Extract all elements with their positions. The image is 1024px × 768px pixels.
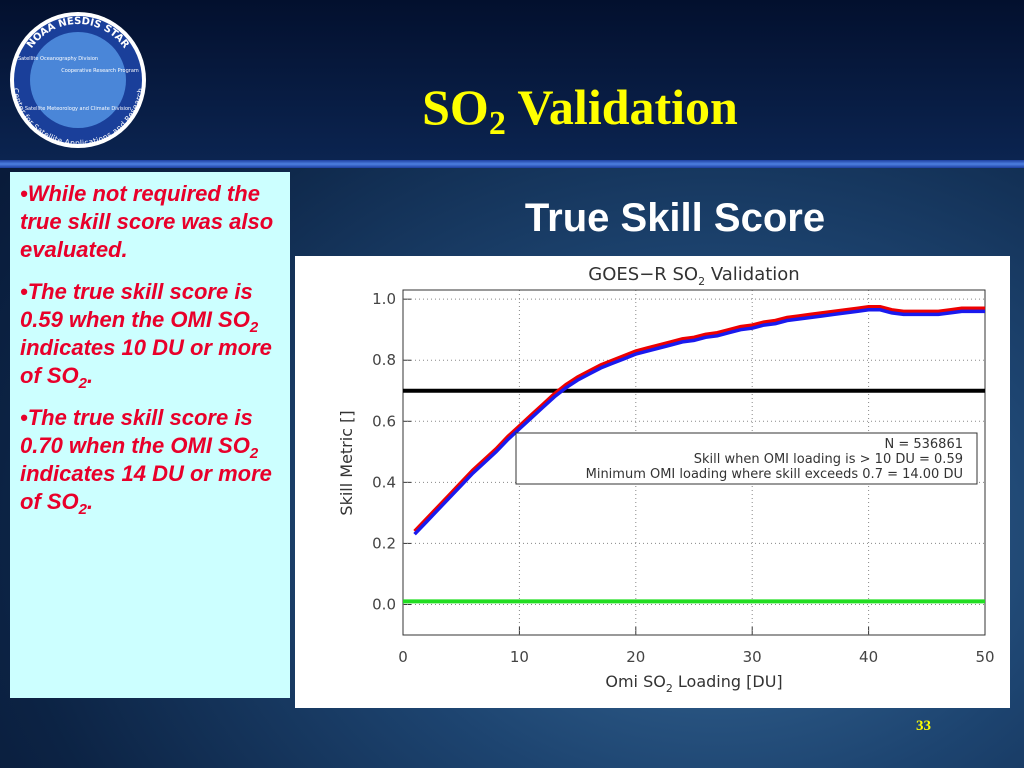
logo-inner: Satellite Oceanography Division [18,56,98,62]
plot-frame [402,289,986,636]
bullet-text: indicates 10 DU or more of SO [20,335,272,388]
x-tick-label: 10 [510,648,529,666]
x-tick-label: 40 [859,648,878,666]
logo-inner: Cooperative Research Program [61,68,139,74]
bullet: •While not required the true skill score… [20,181,274,262]
subscript: 2 [249,445,259,462]
x-tick-label: 20 [626,648,645,666]
annotation: Minimum OMI loading where skill exceeds … [586,467,963,482]
x-axis-label-part: Omi SO [605,672,665,691]
chart-title-part: Validation [705,264,800,285]
annotation: N = 536861 [884,437,963,452]
slide-title: SO2 Validation [300,78,860,143]
x-axis-label: Omi SO2 Loading [DU] [605,672,782,695]
title-text: Validation [505,79,738,135]
logo-inner: Satellite Meteorology and Climate Divisi… [25,106,131,112]
bullet: •The true skill score is 0.59 when the O… [20,279,272,392]
series-line [413,308,985,536]
logo-globe [30,32,126,128]
y-tick-label: 0.6 [372,412,396,430]
title-text: SO [422,79,489,135]
subscript: 2 [698,275,705,288]
y-tick-label: 1.0 [372,290,396,308]
subscript: 2 [249,319,259,336]
subscript: 2 [78,375,88,392]
annotation-box [515,432,978,485]
y-axis-label: Skill Metric [] [337,410,356,515]
y-tick-label: 0.2 [372,534,396,552]
bullet-text: The true skill score is 0.70 when the OM… [20,405,253,458]
bullet-text: . [87,363,94,388]
header-stripe [0,160,1024,168]
subscript: 2 [78,501,88,518]
title-subscript: 2 [488,105,506,142]
y-tick-label: 0.4 [372,473,396,491]
logo: NOAA NESDIS STAR Center for Satellite Ap… [10,12,146,148]
chart-title-part: GOES−R SO [588,264,698,285]
bullet-text: . [87,489,94,514]
bullet-text: While not required the true skill score … [20,181,274,262]
bullet-text: The true skill score is 0.59 when the OM… [20,279,253,332]
subscript: 2 [666,682,673,695]
x-axis-label-part: Loading [DU] [673,672,783,691]
section-heading: True Skill Score [524,196,826,240]
chart-title: GOES−R SO2 Validation [588,264,799,288]
bullet-panel: •While not required the true skill score… [10,172,290,698]
y-tick-label: 0.0 [372,595,396,613]
bullet-text: indicates 14 DU or more of SO [20,461,272,514]
bullet: •The true skill score is 0.70 when the O… [20,405,272,518]
header-band [0,0,1024,160]
x-tick-label: 0 [398,648,408,666]
x-tick-label: 30 [743,648,762,666]
page-number: 33 [916,718,931,734]
annotation: Skill when OMI loading is > 10 DU = 0.59 [694,452,963,467]
x-tick-label: 50 [975,648,994,666]
y-tick-label: 0.8 [372,351,396,369]
series-line [413,305,985,533]
